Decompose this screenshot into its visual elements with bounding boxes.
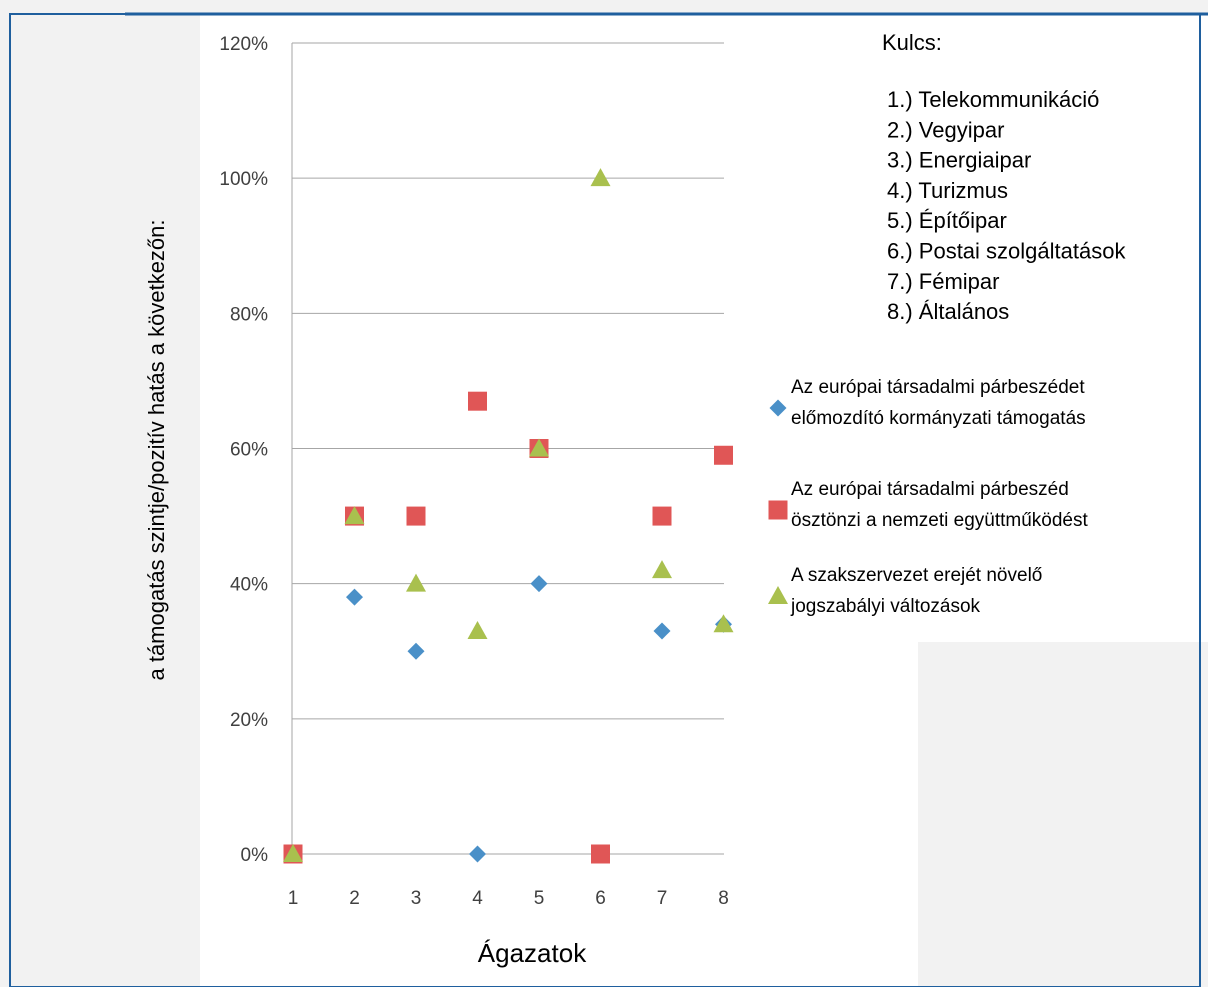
y-tick-label: 40% — [230, 575, 268, 596]
plot-panel — [200, 14, 718, 987]
tick-layer: 0% 20% 40% 60% 80% 100% 120% 1 2 3 4 5 6 7 8 — [219, 34, 728, 909]
data-point-square — [652, 506, 672, 526]
y-tick-label: 100% — [219, 169, 268, 190]
data-point-square — [406, 506, 426, 526]
legend-label: előmozdító kormányzati támogatás — [791, 408, 1086, 429]
data-point-square — [468, 391, 487, 411]
data-point-diamond — [346, 588, 363, 606]
title-layer: Ágazatok a támogatás szintje/pozitív hatá… — [144, 219, 587, 968]
x-tick-label: 7 — [657, 888, 668, 909]
y-tick-label: 120% — [219, 34, 268, 55]
data-point-triangle — [652, 560, 672, 579]
x-tick-label: 4 — [472, 888, 483, 909]
key-item: 5.) Építőipar — [887, 208, 1007, 233]
grid-layer — [291, 42, 724, 855]
data-point-square — [591, 844, 610, 864]
x-axis-title: Ágazatok — [478, 938, 587, 968]
data-point-diamond — [469, 845, 486, 863]
data-point-diamond — [653, 622, 671, 640]
data-point-square — [714, 445, 733, 465]
y-tick-label: 60% — [230, 440, 268, 461]
data-point-triangle — [406, 573, 426, 592]
key-title: Kulcs: — [882, 30, 942, 55]
data-point-triangle — [529, 438, 549, 457]
data-point-triangle — [590, 168, 611, 187]
legend-marker-diamond — [769, 399, 787, 417]
data-point-diamond — [530, 575, 548, 593]
legend-marker-triangle — [768, 586, 788, 604]
data-point-triangle — [344, 506, 365, 525]
x-tick-label: 1 — [288, 888, 299, 909]
legend-label: jogszabályi változások — [790, 596, 981, 617]
y-tick-label: 80% — [230, 304, 268, 325]
key-item: 6.) Postai szolgáltatások — [887, 239, 1126, 264]
x-tick-label: 3 — [411, 888, 422, 909]
y-tick-label: 0% — [241, 845, 269, 866]
data-point-triangle — [467, 620, 488, 639]
legend-label: A szakszervezet erejét növelő — [791, 565, 1042, 586]
legend-label: ösztönzi a nemzeti együttműködést — [791, 510, 1088, 531]
key-item: 1.) Telekommunikáció — [887, 87, 1099, 112]
legend-marker-square — [768, 500, 788, 520]
key-item: 3.) Energiaipar — [887, 148, 1031, 173]
key-item: 8.) Általános — [887, 299, 1009, 324]
key-layer: Kulcs: 1.) Telekommunikáció 2.) Vegyipar 3.… — [882, 30, 1126, 324]
y-tick-label: 20% — [230, 710, 268, 731]
x-tick-label: 5 — [534, 888, 545, 909]
key-item: 7.) Fémipar — [887, 269, 999, 294]
key-item: 4.) Turizmus — [887, 178, 1008, 203]
legend-label: Az európai társadalmi párbeszéd — [791, 479, 1069, 500]
key-panel — [877, 14, 1208, 352]
x-tick-label: 8 — [718, 888, 729, 909]
marker-layer — [283, 168, 734, 864]
legend-label: Az európai társadalmi párbeszédet — [791, 377, 1085, 398]
legend-layer: Az európai társadalmi párbeszédet előmozd… — [768, 377, 1088, 617]
x-tick-label: 6 — [595, 888, 606, 909]
y-axis-title: a támogatás szintje/pozitív hatás a köve… — [144, 219, 169, 680]
data-point-diamond — [407, 642, 425, 660]
data-point-triangle — [283, 844, 303, 862]
key-item: 2.) Vegyipar — [887, 117, 1004, 142]
legend-panel — [758, 352, 1208, 642]
data-point-triangle — [713, 614, 734, 633]
x-tick-label: 2 — [349, 888, 360, 909]
